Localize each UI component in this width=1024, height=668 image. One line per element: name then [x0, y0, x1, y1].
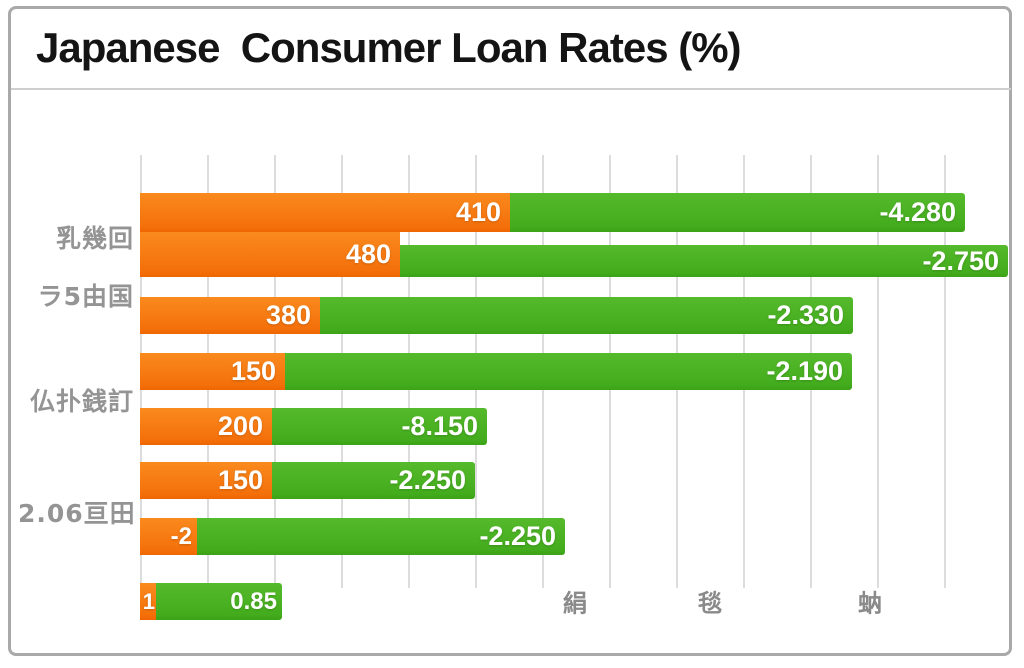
bar-orange: 380	[140, 297, 320, 334]
bar-orange: 1	[140, 583, 156, 620]
bar-green-label: -4.280	[879, 197, 956, 227]
x-axis-label: 蚋	[858, 589, 882, 618]
category-label: 乳幾回	[55, 224, 134, 253]
bar-orange-label: 1	[142, 588, 155, 614]
bar-orange-label: -2	[170, 522, 192, 550]
category-label: 仏扑銭訂	[29, 387, 134, 416]
bar-green-label: -8.150	[401, 411, 478, 441]
bar-orange-label: 150	[217, 465, 263, 495]
header-divider	[11, 88, 1011, 90]
chart-title: Japanese Consumer Loan Rates (%)	[36, 24, 742, 71]
category-label: 2.06亘田	[18, 499, 136, 528]
bar-green-label: -2.190	[766, 356, 843, 386]
bar-green-label: -2.330	[767, 300, 844, 330]
x-axis-label: 絹	[563, 589, 587, 618]
bar-green: -4.280	[510, 193, 965, 232]
bar-orange: 150	[140, 353, 285, 390]
bar-orange: -2	[140, 518, 197, 555]
bar-green: -2.250	[197, 518, 565, 555]
bar-orange-label: 380	[265, 300, 311, 330]
gridline	[944, 155, 946, 588]
category-label: ラ5由国	[37, 282, 134, 311]
bar-orange-label: 480	[345, 239, 391, 269]
x-axis-label: 毯	[698, 589, 722, 618]
bar-green: -2.190	[285, 353, 852, 390]
bar-green: -8.150	[272, 408, 487, 445]
bar-green: 0.85	[156, 583, 282, 620]
bar-green: -2.250	[272, 462, 475, 499]
bar-orange-label: 200	[217, 411, 263, 441]
bar-orange: 410	[140, 193, 510, 232]
bar-green-label: -2.250	[389, 465, 466, 495]
bar-green-label: -2.250	[479, 521, 556, 551]
bar-orange: 150	[140, 462, 272, 499]
bar-green-label: -2.750	[922, 245, 999, 276]
bar-orange-label: 150	[230, 356, 276, 386]
bar-orange: 200	[140, 408, 272, 445]
bar-orange: 480	[140, 232, 400, 277]
bar-green: -2.330	[320, 297, 853, 334]
bar-green-label: 0.85	[230, 587, 277, 615]
bar-green: -2.750	[400, 245, 1008, 277]
bar-orange-label: 410	[455, 197, 501, 227]
gridline	[877, 155, 879, 588]
